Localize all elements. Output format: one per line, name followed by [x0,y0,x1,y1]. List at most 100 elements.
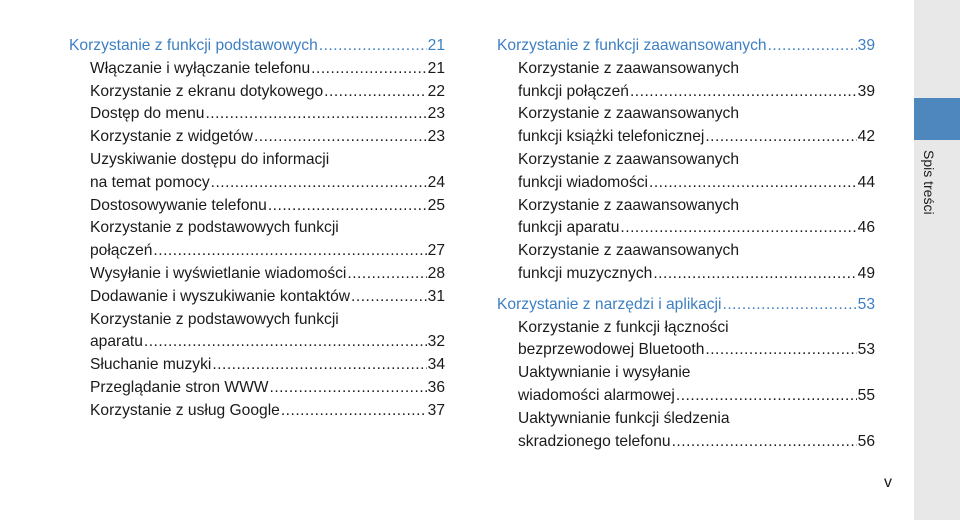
dot-leader [324,81,426,104]
toc-entry[interactable]: Dostęp do menu 23 [69,103,445,126]
dot-leader [281,400,427,423]
toc-title: Korzystanie z funkcji łączności [518,318,729,336]
toc-section-heading[interactable]: Korzystanie z funkcji zaawansowanych 39 [497,35,875,58]
toc-line: połączeń 27 [90,240,445,263]
toc-page-number: 34 [427,356,445,374]
toc-page-number: 32 [427,333,445,351]
toc-page-number: 22 [427,82,445,100]
toc-entry[interactable]: Wysyłanie i wyświetlanie wiadomości 28 [69,263,445,286]
toc-page-number: 42 [857,128,875,146]
toc-title: Korzystanie z funkcji zaawansowanych [497,37,767,54]
toc-page-number: 25 [427,196,445,214]
dot-leader [705,126,856,149]
toc-line: Korzystanie z funkcji łączności [518,317,875,340]
dot-leader [676,385,857,408]
toc-title: połączeń [90,242,153,260]
toc-entry[interactable]: Korzystanie z widgetów 23 [69,126,445,149]
toc-page-number: 56 [857,432,875,450]
toc-title: Przeglądanie stron WWW [90,378,269,396]
dot-leader [620,217,856,240]
toc-title: skradzionego telefonu [518,432,671,450]
toc-line: Korzystanie z funkcji podstawowych 21 [69,35,445,58]
toc-right-column: Korzystanie z funkcji zaawansowanych39Ko… [497,35,875,453]
toc-title: Dostęp do menu [90,105,205,123]
toc-page-number: 28 [427,264,445,282]
toc-line: Dostosowywanie telefonu 25 [90,195,445,218]
toc-entry[interactable]: Korzystanie z zaawansowanych funkcji apar… [497,195,875,241]
toc-title: bezprzewodowej Bluetooth [518,341,705,359]
toc-title: Korzystanie z zaawansowanych [518,59,740,77]
toc-title: Korzystanie z narzędzi i aplikacji [497,295,722,313]
toc-page-number: 46 [857,219,875,237]
toc-line: funkcji wiadomości 44 [518,172,875,195]
toc-title: Dostosowywanie telefonu [90,196,267,214]
toc-entry[interactable]: Uaktywnianie funkcji śledzenia skradzione… [497,408,875,454]
dot-leader [144,331,427,354]
side-tab-label: Spis treści [921,150,937,215]
toc-title: Dodawanie i wyszukiwanie kontaktów [90,287,351,305]
toc-title: Korzystanie z ekranu dotykowego [90,82,324,100]
toc-entry[interactable]: Korzystanie z zaawansowanych funkcji muzy… [497,240,875,286]
toc-line: Korzystanie z ekranu dotykowego 22 [90,81,445,104]
toc-entry[interactable]: Korzystanie z funkcji łączności bezprzewo… [497,317,875,363]
section-gap [497,286,875,294]
toc-left-column: Korzystanie z funkcji podstawowych21Włąc… [69,35,445,423]
side-tab-marker [914,98,960,140]
toc-entry[interactable]: Korzystanie z zaawansowanych funkcji wiad… [497,149,875,195]
toc-line: funkcji muzycznych 49 [518,263,875,286]
toc-line: Przeglądanie stron WWW 36 [90,377,445,400]
toc-line: Korzystanie z podstawowych funkcji [90,217,445,240]
toc-line: Uaktywnianie i wysyłanie [518,362,875,385]
toc-entry[interactable]: Korzystanie z podstawowych funkcji aparat… [69,309,445,355]
side-strip [914,0,960,520]
dot-leader [768,35,857,58]
toc-line: Korzystanie z zaawansowanych [518,149,875,172]
toc-line: Korzystanie z zaawansowanych [518,240,875,263]
toc-title: Korzystanie z podstawowych funkcji [90,219,339,237]
toc-section-heading[interactable]: Korzystanie z funkcji podstawowych 21 [69,35,445,58]
toc-line: Wysyłanie i wyświetlanie wiadomości 28 [90,263,445,286]
toc-entry[interactable]: Korzystanie z zaawansowanych funkcji ksią… [497,103,875,149]
dot-leader [351,286,427,309]
toc-page-number: 27 [427,242,445,260]
toc-title: Korzystanie z zaawansowanych [518,150,740,168]
toc-title: Uaktywnianie i wysyłanie [518,364,691,382]
toc-line: funkcji książki telefonicznej 42 [518,126,875,149]
toc-title: Wysyłanie i wyświetlanie wiadomości [90,264,347,282]
toc-line: Korzystanie z zaawansowanych [518,58,875,81]
toc-entry[interactable]: Uaktywnianie i wysyłanie wiadomości alarm… [497,362,875,408]
toc-entry[interactable]: Słuchanie muzyki 34 [69,354,445,377]
toc-title: na temat pomocy [90,173,210,191]
toc-entry[interactable]: Dostosowywanie telefonu 25 [69,195,445,218]
dot-leader [212,354,426,377]
toc-line: aparatu 32 [90,331,445,354]
toc-line: Włączanie i wyłączanie telefonu 21 [90,58,445,81]
dot-leader [254,126,427,149]
toc-title: Korzystanie z zaawansowanych [518,242,740,260]
toc-title: funkcji połączeń [518,82,629,100]
toc-line: Korzystanie z widgetów 23 [90,126,445,149]
toc-entry[interactable]: Przeglądanie stron WWW 36 [69,377,445,400]
toc-line: Słuchanie muzyki 34 [90,354,445,377]
toc-entry[interactable]: Korzystanie z usług Google 37 [69,400,445,423]
toc-page-number: 53 [857,341,875,359]
toc-entry[interactable]: Dodawanie i wyszukiwanie kontaktów 31 [69,286,445,309]
toc-title: Korzystanie z usług Google [90,401,280,419]
toc-entry[interactable]: Uzyskiwanie dostępu do informacji na tema… [69,149,445,195]
dot-leader [268,195,427,218]
toc-title: Korzystanie z widgetów [90,128,253,146]
toc-section-heading[interactable]: Korzystanie z narzędzi i aplikacji 53 [497,294,875,317]
toc-entry[interactable]: Korzystanie z ekranu dotykowego 22 [69,81,445,104]
toc-line: Korzystanie z narzędzi i aplikacji 53 [497,294,875,317]
toc-page-number: 24 [427,173,445,191]
toc-title: Uaktywnianie funkcji śledzenia [518,409,730,427]
toc-entry[interactable]: Korzystanie z podstawowych funkcji połącz… [69,217,445,263]
toc-title: funkcji aparatu [518,219,620,237]
toc-line: Korzystanie z zaawansowanych [518,103,875,126]
toc-title: aparatu [90,333,143,351]
toc-entry[interactable]: Korzystanie z zaawansowanych funkcji połą… [497,58,875,104]
toc-entry[interactable]: Włączanie i wyłączanie telefonu 21 [69,58,445,81]
toc-page-number: 36 [427,378,445,396]
page-number: v [884,474,892,491]
toc-line: Dostęp do menu 23 [90,103,445,126]
